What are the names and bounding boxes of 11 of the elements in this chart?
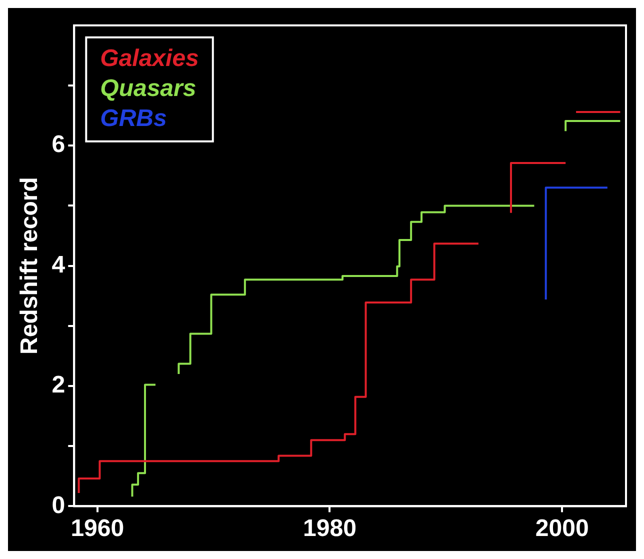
text: GRBs	[100, 105, 167, 132]
y-tick-label: 4	[52, 251, 66, 278]
text: Quasars	[100, 75, 196, 102]
x-tick-label: 2000	[535, 515, 589, 542]
y-tick-label: 0	[52, 492, 66, 519]
y-tick-label: 6	[52, 131, 66, 158]
y-tick-label: 2	[52, 372, 66, 399]
text: Galaxies	[100, 45, 199, 72]
y-axis-title: Redshift record	[16, 177, 44, 354]
x-tick-label: 1980	[303, 515, 356, 542]
x-tick-label: 1960	[70, 515, 124, 542]
